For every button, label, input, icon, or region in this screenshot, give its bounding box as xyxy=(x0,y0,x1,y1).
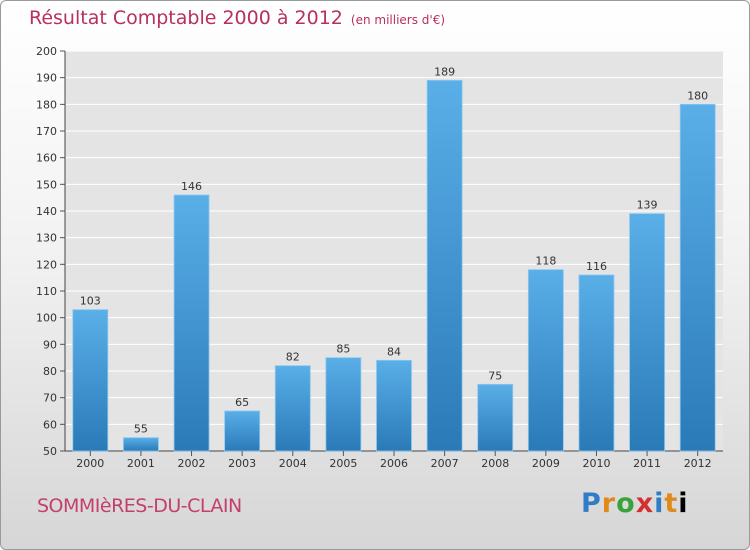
bar-value-label: 82 xyxy=(286,351,300,364)
bar-2006 xyxy=(376,359,412,452)
x-tick-label: 2002 xyxy=(178,457,206,470)
x-tick-label: 2001 xyxy=(127,457,155,470)
y-tick-label: 70 xyxy=(43,392,57,405)
bar-value-label: 189 xyxy=(434,65,455,78)
y-tick-label: 180 xyxy=(36,98,57,111)
proxiti-logo[interactable]: Proxiti xyxy=(581,488,689,519)
bar-2010 xyxy=(578,274,615,452)
title-main: Résultat Comptable 2000 à 2012 xyxy=(29,7,343,29)
bar-value-label: 118 xyxy=(535,255,556,268)
bar-value-label: 139 xyxy=(637,199,658,212)
bar-value-label: 75 xyxy=(488,369,502,382)
bar-value-label: 65 xyxy=(235,396,249,409)
bar-value-label: 180 xyxy=(687,89,708,102)
bar-value-label: 116 xyxy=(586,260,607,273)
x-tick-label: 2004 xyxy=(279,457,307,470)
bar-value-label: 103 xyxy=(80,295,101,308)
bar-2011 xyxy=(629,213,665,452)
x-tick-label: 2009 xyxy=(532,457,560,470)
y-tick-label: 160 xyxy=(36,152,57,165)
bar-2007 xyxy=(426,79,463,452)
bar-2001 xyxy=(123,437,159,452)
bar-2012 xyxy=(679,103,716,452)
x-tick-label: 2011 xyxy=(633,457,661,470)
y-tick-label: 50 xyxy=(43,445,57,458)
y-tick-label: 150 xyxy=(36,178,57,191)
bar-2002 xyxy=(173,194,210,452)
x-tick-label: 2010 xyxy=(582,457,610,470)
bar-2000 xyxy=(72,309,109,452)
x-tick-label: 2006 xyxy=(380,457,408,470)
bar-2008 xyxy=(477,383,514,452)
x-tick-label: 2000 xyxy=(76,457,104,470)
y-tick-label: 200 xyxy=(36,45,57,58)
y-tick-label: 80 xyxy=(43,365,57,378)
bar-2003 xyxy=(224,410,261,452)
bar-2004 xyxy=(274,365,311,452)
y-tick-label: 140 xyxy=(36,205,57,218)
y-tick-label: 100 xyxy=(36,312,57,325)
bar-value-label: 85 xyxy=(336,343,350,356)
commune-name: SOMMIèRES-DU-CLAIN xyxy=(37,495,242,517)
x-tick-label: 2005 xyxy=(329,457,357,470)
y-tick-label: 110 xyxy=(36,285,57,298)
title-unit: (en milliers d'€) xyxy=(350,13,446,27)
bar-value-label: 55 xyxy=(134,423,148,436)
y-tick-label: 90 xyxy=(43,338,57,351)
chart-title: Résultat Comptable 2000 à 2012 (en millie… xyxy=(29,7,445,29)
x-tick-label: 2008 xyxy=(481,457,509,470)
bar-value-label: 84 xyxy=(387,345,401,358)
x-tick-label: 2007 xyxy=(431,457,459,470)
x-tick-label: 2003 xyxy=(228,457,256,470)
y-tick-label: 190 xyxy=(36,72,57,85)
bar-2009 xyxy=(527,269,564,452)
y-tick-label: 130 xyxy=(36,232,57,245)
y-tick-label: 60 xyxy=(43,418,57,431)
y-tick-label: 170 xyxy=(36,125,57,138)
y-tick-label: 120 xyxy=(36,258,57,271)
bar-2005 xyxy=(325,357,362,452)
bar-value-label: 146 xyxy=(181,180,202,193)
x-tick-label: 2012 xyxy=(684,457,712,470)
